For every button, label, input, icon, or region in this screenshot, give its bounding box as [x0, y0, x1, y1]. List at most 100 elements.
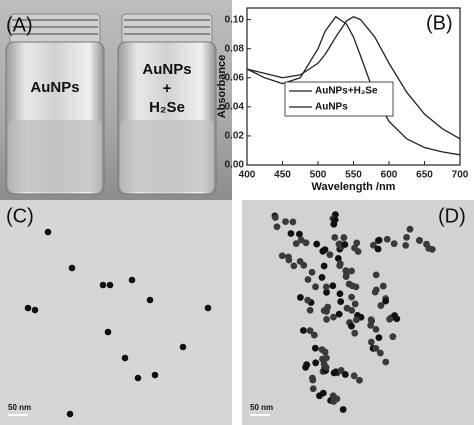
particle: [323, 288, 330, 296]
particle: [300, 327, 307, 334]
particle: [416, 237, 423, 244]
particle: [341, 371, 349, 378]
y-tick-label: 0.00: [225, 160, 245, 171]
particle: [348, 293, 356, 301]
x-tick-label: 650: [416, 170, 433, 181]
vial-label: +: [163, 80, 172, 97]
particle: [66, 410, 74, 418]
x-axis-title: Wavelength /nm: [312, 181, 396, 193]
particle: [289, 218, 297, 226]
particle: [309, 385, 317, 393]
particle: [134, 374, 142, 382]
particle: [312, 359, 320, 367]
particle: [342, 271, 350, 279]
panel-label: (A): [6, 14, 33, 36]
y-tick-label: 0.04: [225, 101, 245, 112]
particle: [371, 288, 379, 296]
line: [246, 16, 461, 156]
particle: [351, 300, 359, 308]
particle: [356, 376, 363, 384]
particle: [382, 297, 390, 305]
particle: [306, 327, 314, 335]
particle: [372, 344, 380, 352]
particle: [326, 251, 334, 259]
particle: [106, 281, 114, 289]
particle: [329, 282, 337, 290]
particle: [376, 349, 384, 357]
particle: [285, 256, 293, 264]
particle: [273, 223, 281, 231]
particle: [318, 274, 326, 281]
particle: [330, 398, 338, 405]
particle: [390, 240, 398, 248]
particle: [151, 371, 159, 379]
particle: [372, 325, 380, 333]
particle: [372, 271, 380, 279]
particle: [290, 262, 298, 270]
particle: [24, 304, 32, 312]
particle: [323, 308, 330, 315]
particle: [351, 329, 359, 337]
particle: [348, 267, 355, 275]
particle: [322, 283, 330, 291]
particle: [343, 304, 351, 312]
particle: [377, 302, 385, 309]
particle: [309, 376, 317, 384]
particle: [352, 283, 360, 291]
legend-box: [284, 81, 394, 117]
particle: [287, 230, 295, 237]
particle: [403, 233, 410, 241]
scale-bar-label: 50 nm: [250, 403, 273, 412]
particle: [146, 296, 154, 304]
vial-label: AuNPs: [142, 61, 191, 78]
particle: [336, 290, 344, 298]
particle: [337, 298, 345, 305]
particle: [31, 306, 39, 314]
particle: [278, 252, 286, 260]
particle: [44, 228, 52, 236]
line: [246, 16, 461, 140]
vial-label: AuNPs: [30, 79, 79, 96]
nanoparticles: [24, 228, 212, 418]
particle: [353, 239, 361, 247]
particle: [331, 234, 339, 241]
particle: [389, 333, 397, 341]
particle: [313, 240, 321, 248]
particle: [402, 241, 410, 249]
particle: [354, 248, 362, 255]
particle: [425, 244, 433, 252]
x-tick-label: 500: [310, 170, 327, 181]
particle: [375, 334, 383, 342]
particle: [352, 316, 360, 324]
particle: [350, 372, 358, 380]
particle: [367, 316, 375, 324]
x-tick-label: 550: [345, 170, 362, 181]
tem-image: [0, 200, 232, 425]
particle: [330, 313, 337, 321]
particle: [304, 276, 312, 283]
particle: [179, 343, 187, 351]
particle: [345, 280, 353, 288]
particle: [330, 220, 338, 228]
particle: [375, 236, 383, 244]
particle: [296, 230, 303, 238]
particle: [68, 264, 76, 272]
vial-label: H₂Se: [149, 99, 185, 116]
particle: [300, 261, 308, 269]
particle: [334, 255, 342, 262]
particle: [296, 294, 304, 301]
scale-bar-label: 50 nm: [8, 403, 31, 412]
y-tick-label: 0.06: [225, 72, 245, 83]
particle: [367, 338, 375, 346]
particle: [319, 389, 327, 397]
particle: [367, 321, 375, 329]
particle: [121, 354, 129, 362]
particle: [306, 306, 314, 314]
particle: [302, 239, 310, 247]
particle: [393, 315, 401, 323]
particle: [382, 358, 390, 366]
particle: [321, 348, 329, 356]
particle: [104, 328, 112, 336]
x-tick-label: 400: [239, 170, 256, 181]
particle: [308, 268, 316, 276]
